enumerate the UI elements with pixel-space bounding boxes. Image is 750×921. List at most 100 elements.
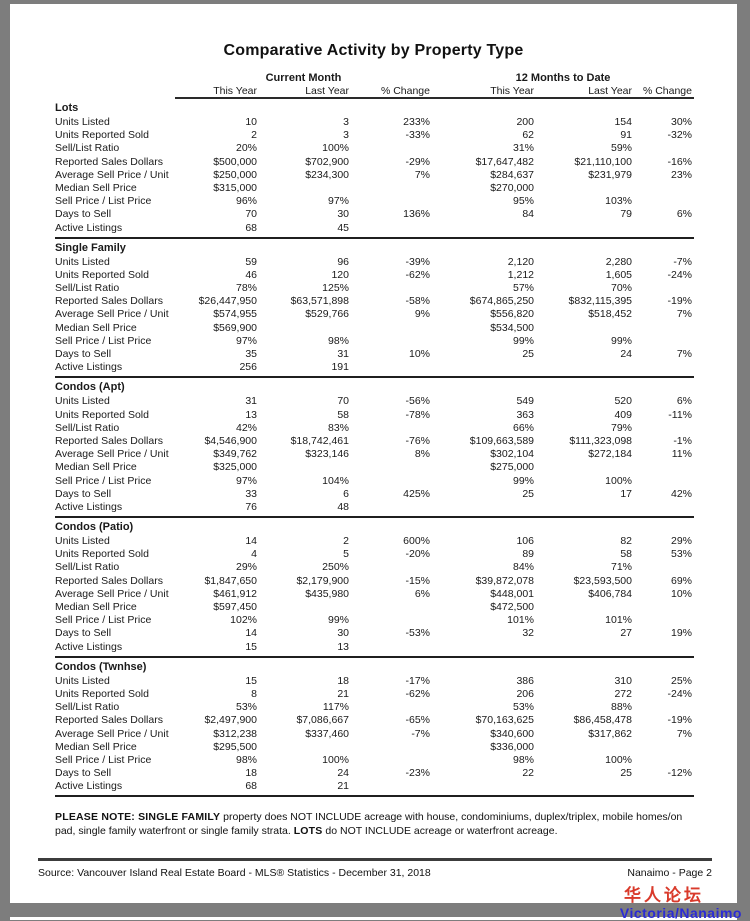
cell-value: [634, 741, 694, 754]
cell-value: 96%: [235, 195, 257, 208]
cell-value: $406,784: [588, 587, 632, 600]
cell-value: [634, 601, 694, 614]
subheader-last-year-ytd: Last Year: [536, 85, 634, 99]
cell-value: 91: [620, 129, 632, 142]
cell-value: 1,605: [605, 268, 632, 281]
table-row: Sell Price / List Price 97% 98% 99% 99%: [55, 335, 694, 348]
cell-value: 79: [620, 208, 632, 221]
table-row: Units Listed 14 2 600% 106 82 29%: [55, 535, 694, 548]
cell-value: [536, 641, 634, 654]
cell-value: 42%: [235, 421, 257, 434]
cell-value: 8%: [414, 448, 430, 461]
cell-value: -17%: [405, 674, 430, 687]
cell-value: 13: [337, 640, 349, 653]
cell-value: 33: [245, 487, 257, 500]
cell-value: 386: [516, 674, 534, 687]
cell-value: 100%: [322, 142, 349, 155]
cell-value: -15%: [405, 574, 430, 587]
cell-value: 31%: [512, 142, 534, 155]
cell-value: 363: [516, 408, 534, 421]
cell-value: $569,900: [213, 321, 257, 334]
cell-value: 98%: [327, 334, 349, 347]
cell-value: 29%: [235, 561, 257, 574]
table-row: Median Sell Price $569,900 $534,500: [55, 322, 694, 335]
section-lots: Lots Units Listed 10 3 233% 200 154 30% Units Re…: [55, 99, 694, 239]
cell-value: 97%: [327, 195, 349, 208]
cell-value: -56%: [405, 395, 430, 408]
cell-value: [351, 780, 432, 793]
cell-value: 11%: [671, 448, 692, 461]
cell-value: $39,872,078: [475, 574, 534, 587]
cell-value: [536, 601, 634, 614]
row-label: Average Sell Price / Unit: [55, 448, 169, 461]
table-row: Units Listed 59 96 -39% 2,120 2,280 -7%: [55, 256, 694, 269]
cell-value: 83%: [327, 421, 349, 434]
row-label: Sell/List Ratio: [55, 561, 120, 574]
cell-value: [634, 282, 694, 295]
cell-value: 3: [343, 116, 349, 128]
table-row: Days to Sell 70 30 136% 84 79 6%: [55, 208, 694, 221]
cell-value: -19%: [667, 295, 692, 308]
cell-value: [634, 475, 694, 488]
cell-value: [634, 641, 694, 654]
cell-value: -20%: [405, 548, 430, 561]
cell-value: 46: [245, 268, 257, 281]
row-label: Active Listings: [55, 361, 123, 374]
row-label: Sell Price / List Price: [55, 195, 152, 208]
row-label: Days to Sell: [55, 487, 112, 500]
cell-value: [536, 361, 634, 374]
subheader-this-year-month: This Year: [175, 85, 259, 99]
table-row: Units Listed 15 18 -17% 386 310 25%: [55, 675, 694, 688]
subheader-pct-change-ytd: % Change: [634, 85, 694, 99]
row-label: Days to Sell: [55, 348, 112, 360]
cell-value: 32: [522, 627, 534, 640]
row-label: Units Listed: [55, 674, 110, 687]
cell-value: 98%: [512, 753, 534, 766]
cell-value: 71%: [610, 561, 632, 574]
cell-value: [351, 422, 432, 435]
cell-value: $315,000: [213, 181, 257, 194]
table-row: Sell/List Ratio 20% 100% 31% 59%: [55, 142, 694, 155]
watermark: 华人论坛 Victoria/Nanaimo: [620, 881, 742, 921]
cell-value: $448,001: [490, 587, 534, 600]
cell-value: $832,115,395: [568, 295, 632, 308]
cell-value: [351, 361, 432, 374]
cell-value: [351, 322, 432, 335]
cell-value: [536, 780, 634, 793]
table-row: Units Reported Sold 46 120 -62% 1,212 1,605 -2…: [55, 269, 694, 282]
row-label: Reported Sales Dollars: [55, 574, 163, 587]
cell-value: [351, 461, 432, 474]
table-row: Reported Sales Dollars $4,546,900 $18,742,…: [55, 435, 694, 448]
cell-value: $312,238: [213, 727, 257, 740]
cell-value: 19%: [670, 627, 692, 640]
cell-value: -16%: [667, 155, 692, 168]
table-row: Active Listings 76 48: [55, 501, 694, 514]
cell-value: 409: [614, 408, 632, 421]
row-label: Units Reported Sold: [55, 408, 149, 421]
table-row: Average Sell Price / Unit $312,238 $337,46…: [55, 728, 694, 741]
cell-value: -33%: [405, 129, 430, 142]
cell-value: 59%: [610, 142, 632, 155]
cell-value: 15: [245, 674, 257, 687]
cell-value: 18: [245, 767, 257, 780]
page-title: Comparative Activity by Property Type: [223, 42, 524, 59]
cell-value: $21,110,100: [574, 155, 632, 168]
cell-value: -65%: [405, 714, 430, 727]
cell-value: 101%: [605, 614, 632, 627]
row-label: Median Sell Price: [55, 181, 137, 194]
cell-value: 425%: [403, 487, 430, 500]
cell-value: -53%: [405, 627, 430, 640]
cell-value: 310: [614, 674, 632, 687]
cell-value: 2,120: [507, 255, 534, 268]
cell-value: $702,900: [305, 155, 349, 168]
cell-value: [259, 322, 351, 335]
table-row: Sell/List Ratio 78% 125% 57% 70%: [55, 282, 694, 295]
row-label: Units Reported Sold: [55, 129, 149, 142]
cell-value: 96: [337, 255, 349, 268]
cell-value: [432, 361, 536, 374]
cell-value: 106: [516, 535, 534, 548]
cell-value: [351, 182, 432, 195]
cell-value: [536, 461, 634, 474]
cell-value: 42%: [670, 487, 692, 500]
